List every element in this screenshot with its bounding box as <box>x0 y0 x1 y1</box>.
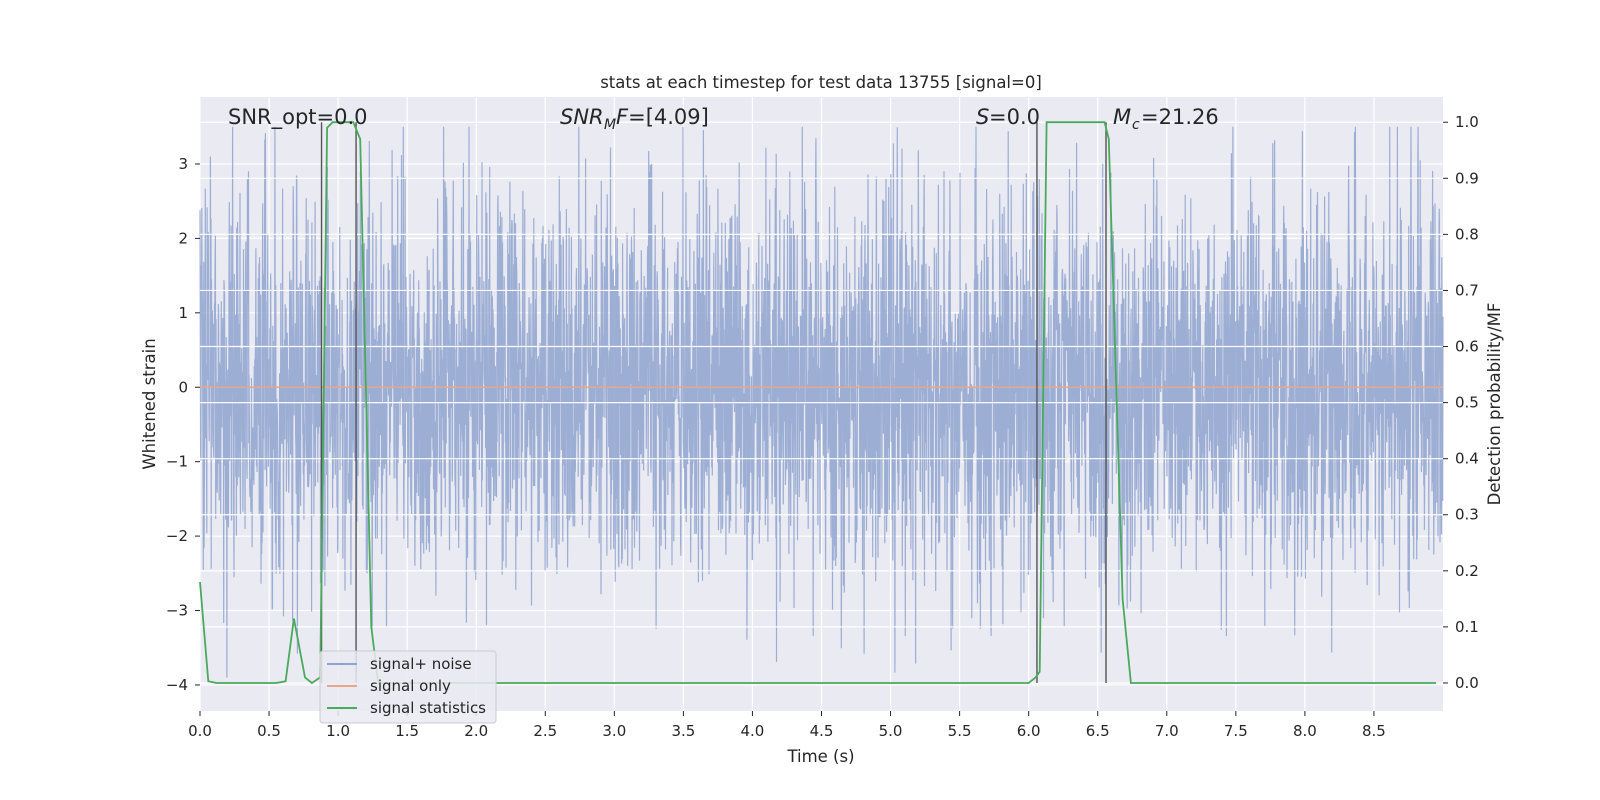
annotation-snr-mf-symbol: SNR <box>560 105 604 129</box>
y2-tick-label: 0.4 <box>1455 450 1479 468</box>
y2-grid <box>200 121 1443 684</box>
legend-box <box>319 650 497 724</box>
x-tick-label: 1.0 <box>326 722 350 740</box>
x-tick-label: 6.0 <box>1017 722 1041 740</box>
annotation-mc: M c =21.26 <box>1113 105 1219 133</box>
chart-title: stats at each timestep for test data 137… <box>600 73 1042 92</box>
x-axis-ticks: 0.0 0.5 1.0 1.5 2.0 2.5 3.0 3.5 4.0 4.5 5.0 5.5 6.0 6… <box>188 711 1386 740</box>
y2-tick-label: 0.0 <box>1455 674 1479 692</box>
y-tick-label: −2 <box>166 527 188 545</box>
y2-axis-ticks: 1.0 0.9 0.8 0.7 0.6 0.5 0.4 0.3 0.2 0.1 0.0 <box>1443 113 1479 692</box>
signal-statistics-line <box>199 121 1437 685</box>
annotation-mc-subscript: c <box>1132 117 1140 133</box>
x-tick-label: 2.0 <box>464 722 488 740</box>
x-axis-label: Time (s) <box>786 747 854 766</box>
annotation-snr-opt: SNR_opt=0.0 <box>228 105 368 130</box>
x-tick-label: 5.0 <box>879 722 903 740</box>
x-tick-label: 0.5 <box>257 722 281 740</box>
y-tick-label: 0 <box>178 378 188 396</box>
y-tick-label: −1 <box>166 453 188 471</box>
y2-tick-label: 0.8 <box>1455 225 1479 243</box>
series-signal-noise <box>199 126 1444 678</box>
x-tick-label: 3.5 <box>671 722 695 740</box>
y-tick-label: 3 <box>178 155 188 173</box>
y2-tick-label: 0.1 <box>1455 618 1479 636</box>
x-tick-label: 5.5 <box>948 722 972 740</box>
x-tick-label: 2.5 <box>533 722 557 740</box>
y2-axis-label: Detection probability/MF <box>1485 303 1504 506</box>
y2-tick-label: 0.3 <box>1455 506 1479 524</box>
x-tick-label: 4.0 <box>741 722 765 740</box>
annotation-mc-symbol: M <box>1113 105 1131 129</box>
annotation-mc-value: =21.26 <box>1141 105 1219 129</box>
y-tick-label: 1 <box>178 304 188 322</box>
legend-label: signal only <box>370 677 451 695</box>
y2-tick-label: 0.9 <box>1455 169 1479 187</box>
legend: signal+ noise signal only signal statistic… <box>319 650 497 724</box>
annotation-snr-opt-text: SNR_opt=0.0 <box>228 105 368 130</box>
annotation-s: S =0.0 <box>976 105 1040 129</box>
y-axis-label: Whitened strain <box>140 338 159 469</box>
x-tick-label: 8.0 <box>1293 722 1317 740</box>
x-tick-label: 3.0 <box>602 722 626 740</box>
x-tick-label: 6.5 <box>1086 722 1110 740</box>
x-tick-label: 1.5 <box>395 722 419 740</box>
y2-tick-label: 0.7 <box>1455 281 1479 299</box>
annotation-snr-mf: SNR M F=[4.09] <box>560 105 709 133</box>
x-tick-label: 0.0 <box>188 722 212 740</box>
y-axis-ticks: 3 2 1 0 −1 −2 −3 −4 <box>166 155 200 694</box>
legend-label: signal statistics <box>370 699 486 717</box>
y2-tick-label: 0.2 <box>1455 562 1479 580</box>
x-tick-label: 8.5 <box>1362 722 1386 740</box>
x-tick-label: 4.5 <box>810 722 834 740</box>
y2-tick-label: 1.0 <box>1455 113 1479 131</box>
y-tick-label: −4 <box>166 676 188 694</box>
annotation-s-symbol: S <box>976 105 989 129</box>
y-tick-label: −3 <box>166 602 188 620</box>
legend-label: signal+ noise <box>370 655 472 673</box>
y-tick-label: 2 <box>178 229 188 247</box>
x-tick-label: 7.0 <box>1155 722 1179 740</box>
x-tick-label: 7.5 <box>1224 722 1248 740</box>
annotation-snr-mf-value: F=[4.09] <box>616 105 709 129</box>
annotation-snr-mf-subscript: M <box>604 117 616 133</box>
annotation-s-value: =0.0 <box>989 105 1040 129</box>
y2-tick-label: 0.6 <box>1455 338 1479 356</box>
y2-tick-label: 0.5 <box>1455 394 1479 412</box>
signal-noise-line <box>199 126 1444 678</box>
